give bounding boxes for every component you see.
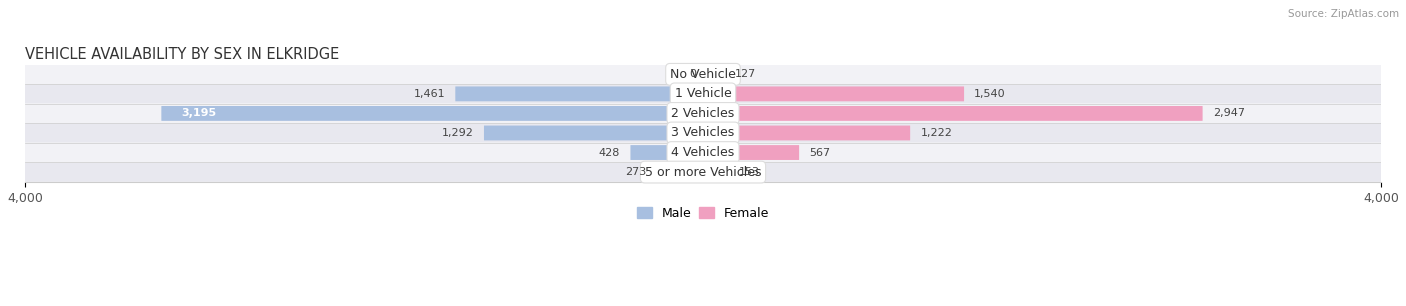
- Text: 428: 428: [599, 147, 620, 158]
- Text: 127: 127: [735, 69, 756, 79]
- FancyBboxPatch shape: [25, 65, 1381, 84]
- FancyBboxPatch shape: [25, 84, 1381, 104]
- FancyBboxPatch shape: [25, 162, 1381, 182]
- Text: 153: 153: [740, 167, 761, 177]
- Text: 3,195: 3,195: [181, 108, 217, 118]
- FancyBboxPatch shape: [25, 123, 1381, 143]
- FancyBboxPatch shape: [703, 67, 724, 82]
- FancyBboxPatch shape: [25, 143, 1381, 162]
- Text: 1,461: 1,461: [413, 89, 446, 99]
- Text: 4 Vehicles: 4 Vehicles: [672, 146, 734, 159]
- FancyBboxPatch shape: [703, 165, 728, 180]
- Text: 2 Vehicles: 2 Vehicles: [672, 107, 734, 120]
- FancyBboxPatch shape: [25, 104, 1381, 123]
- Legend: Male, Female: Male, Female: [631, 202, 775, 225]
- Text: 1,540: 1,540: [974, 89, 1005, 99]
- Text: 2,947: 2,947: [1213, 108, 1244, 118]
- FancyBboxPatch shape: [703, 125, 910, 140]
- Text: 1 Vehicle: 1 Vehicle: [675, 88, 731, 100]
- FancyBboxPatch shape: [484, 125, 703, 140]
- Text: VEHICLE AVAILABILITY BY SEX IN ELKRIDGE: VEHICLE AVAILABILITY BY SEX IN ELKRIDGE: [25, 47, 339, 62]
- Text: 273: 273: [626, 167, 647, 177]
- Text: 1,222: 1,222: [921, 128, 952, 138]
- FancyBboxPatch shape: [703, 87, 965, 101]
- Text: 567: 567: [810, 147, 831, 158]
- FancyBboxPatch shape: [456, 87, 703, 101]
- Text: No Vehicle: No Vehicle: [671, 68, 735, 81]
- FancyBboxPatch shape: [162, 106, 703, 121]
- Text: 0: 0: [689, 69, 696, 79]
- FancyBboxPatch shape: [657, 165, 703, 180]
- Text: Source: ZipAtlas.com: Source: ZipAtlas.com: [1288, 9, 1399, 19]
- FancyBboxPatch shape: [630, 145, 703, 160]
- Text: 1,292: 1,292: [441, 128, 474, 138]
- FancyBboxPatch shape: [703, 145, 799, 160]
- Text: 3 Vehicles: 3 Vehicles: [672, 126, 734, 140]
- Text: 5 or more Vehicles: 5 or more Vehicles: [645, 166, 761, 179]
- FancyBboxPatch shape: [703, 106, 1202, 121]
